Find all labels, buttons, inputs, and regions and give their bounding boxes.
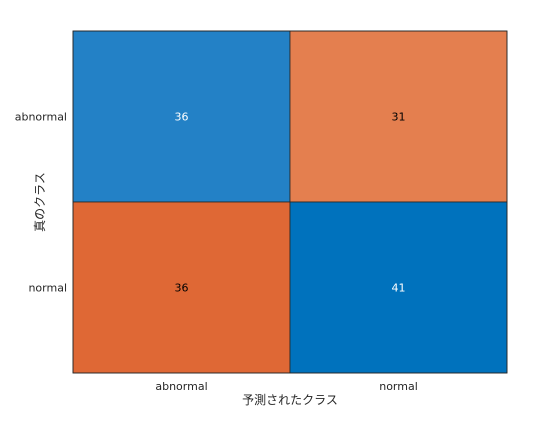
matrix-cell-normal-normal — [289, 201, 508, 374]
y-axis-label: 真のクラス — [33, 172, 47, 232]
cell-value-normal-abnormal: 36 — [175, 282, 189, 295]
x-tick-label-abnormal: abnormal — [155, 380, 207, 393]
cell-value-abnormal-abnormal: 36 — [175, 111, 189, 124]
tick-labels-layer: abnormal normal abnormal normal — [15, 111, 418, 394]
y-tick-label-normal: normal — [28, 282, 67, 295]
cells-layer — [72, 30, 508, 374]
cell-value-abnormal-normal: 31 — [392, 111, 406, 124]
matrix-cell-abnormal-normal — [289, 30, 508, 203]
cell-value-normal-normal: 41 — [392, 282, 406, 295]
matrix-cell-normal-abnormal — [72, 201, 291, 374]
plot-border — [72, 30, 508, 374]
x-tick-label-normal: normal — [379, 380, 418, 393]
y-tick-label-abnormal: abnormal — [15, 111, 67, 124]
matrix-cell-abnormal-abnormal — [72, 30, 291, 203]
x-axis-label: 予測されたクラス — [242, 393, 338, 407]
cell-labels-layer: 36 31 36 41 — [175, 111, 406, 295]
